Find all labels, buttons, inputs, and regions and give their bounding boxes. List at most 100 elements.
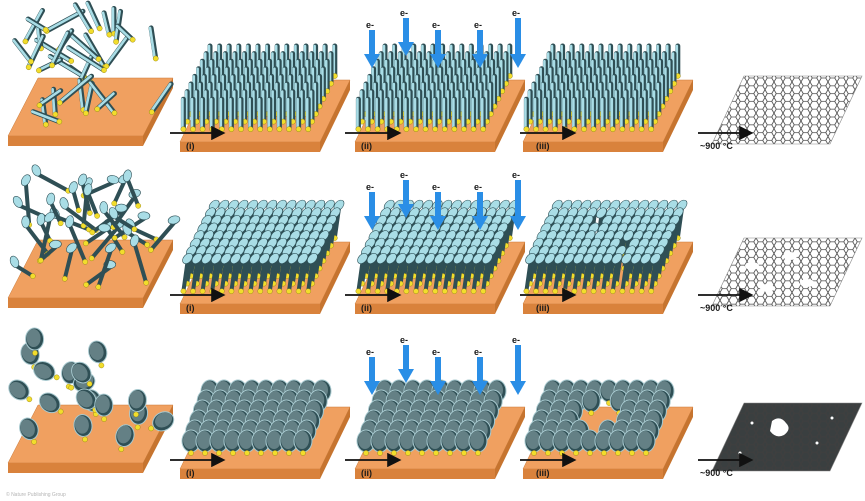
molecule-head (66, 242, 78, 254)
anchor-atom (286, 288, 292, 295)
molecule-head (114, 203, 128, 213)
molecule-stem (543, 259, 552, 294)
anchor-atom (238, 288, 244, 295)
molecule-disc-face (442, 431, 456, 449)
substrate-front (355, 304, 495, 314)
anchor-atom (209, 126, 215, 132)
molecule-head (287, 253, 299, 264)
molecule-rod-highlight (23, 9, 43, 43)
anchor-atom (571, 126, 578, 132)
anchor-atom (422, 288, 429, 295)
step-label: ~900 °C (700, 303, 733, 313)
molecule-stem (534, 259, 543, 294)
anchor-atom (447, 450, 453, 456)
electron-label: e- (432, 347, 440, 357)
molecule-stem (433, 259, 442, 294)
molecule-stem (452, 259, 461, 294)
graphene-edge (711, 402, 863, 472)
molecule-head (443, 253, 455, 264)
substrate-side (320, 80, 350, 152)
molecule-disc-face (281, 431, 295, 449)
molecule-head (376, 253, 388, 264)
molecule-head (424, 253, 436, 264)
anchor-atom (610, 126, 616, 132)
molecule-rod-highlight (83, 82, 93, 115)
molecule-stem (462, 259, 471, 294)
molecule-stem (610, 259, 619, 294)
molecule-disc-face (76, 390, 93, 408)
molecule-disc-face (414, 431, 428, 449)
molecule-head (49, 240, 62, 249)
molecule-disc-face (610, 431, 624, 449)
anchor-atom (533, 288, 539, 295)
molecule-rod-highlight (83, 33, 105, 69)
substrate-side (143, 240, 173, 308)
anchor-atom (43, 121, 49, 128)
molecule-head (105, 242, 117, 253)
molecule-head (230, 253, 241, 264)
step-label: (ii) (361, 468, 372, 478)
molecule-head (201, 253, 213, 264)
step-label: (iii) (536, 303, 550, 313)
electron-beam-head (364, 216, 380, 230)
anchor-atom (266, 288, 273, 295)
step-label: (ii) (361, 141, 372, 151)
anchor-atom (228, 126, 235, 132)
anchor-atom (562, 288, 568, 295)
molecule-stem (112, 179, 127, 206)
molecule-disc-face (372, 431, 386, 449)
molecule-head (137, 211, 151, 221)
electron-beam-shaft (477, 30, 483, 56)
electron-beam-shaft (477, 357, 483, 383)
molecule-stem (34, 171, 71, 193)
substrate-side (495, 407, 525, 479)
molecule-disc-face (74, 415, 89, 434)
electron-beam-shaft (403, 180, 409, 206)
anchor-atom (209, 288, 215, 295)
molecule-stem (132, 241, 149, 285)
anchor-atom (286, 126, 292, 132)
anchor-atom (129, 36, 136, 43)
electron-beam-shaft (515, 18, 521, 56)
molecule-rod-highlight (44, 9, 84, 33)
molecule-head (592, 253, 604, 264)
anchor-atom (377, 450, 383, 456)
molecule-stem (572, 259, 581, 294)
anchor-atom (257, 288, 264, 295)
anchor-atom (562, 126, 568, 132)
anchor-atom (363, 450, 369, 456)
anchor-atom (305, 126, 312, 132)
graphene-defect (830, 416, 834, 420)
molecule-disc-face (89, 342, 104, 361)
anchor-atom (365, 288, 371, 295)
anchor-atom (542, 288, 549, 295)
electron-label: e- (512, 170, 520, 180)
anchor-atom (470, 126, 477, 132)
anchor-atom (133, 411, 139, 418)
molecule-head (534, 253, 546, 264)
electron-label: e- (432, 182, 440, 192)
anchor-atom (531, 450, 537, 456)
molecule-disc-face (239, 431, 253, 449)
anchor-atom (144, 242, 150, 248)
substrate-front (355, 142, 495, 152)
anchor-atom (619, 126, 626, 132)
anchor-atom (422, 126, 429, 132)
anchor-atom (403, 288, 410, 295)
anchor-atom (581, 126, 587, 132)
graphene-hole-large (770, 418, 789, 437)
molecule-stem (562, 259, 571, 294)
anchor-atom (643, 450, 649, 456)
anchor-atom (86, 381, 93, 387)
molecule-stem (601, 259, 610, 294)
anchor-atom (276, 126, 283, 132)
molecule-stem (96, 248, 113, 289)
molecule-stem (71, 188, 81, 213)
anchor-atom (82, 436, 88, 443)
graphene-sheet (712, 403, 862, 471)
molecule-stem (481, 259, 490, 294)
anchor-atom (432, 288, 439, 295)
anchor-atom (451, 288, 458, 295)
electron-beam-shaft (435, 192, 441, 218)
anchor-atom (152, 55, 159, 62)
